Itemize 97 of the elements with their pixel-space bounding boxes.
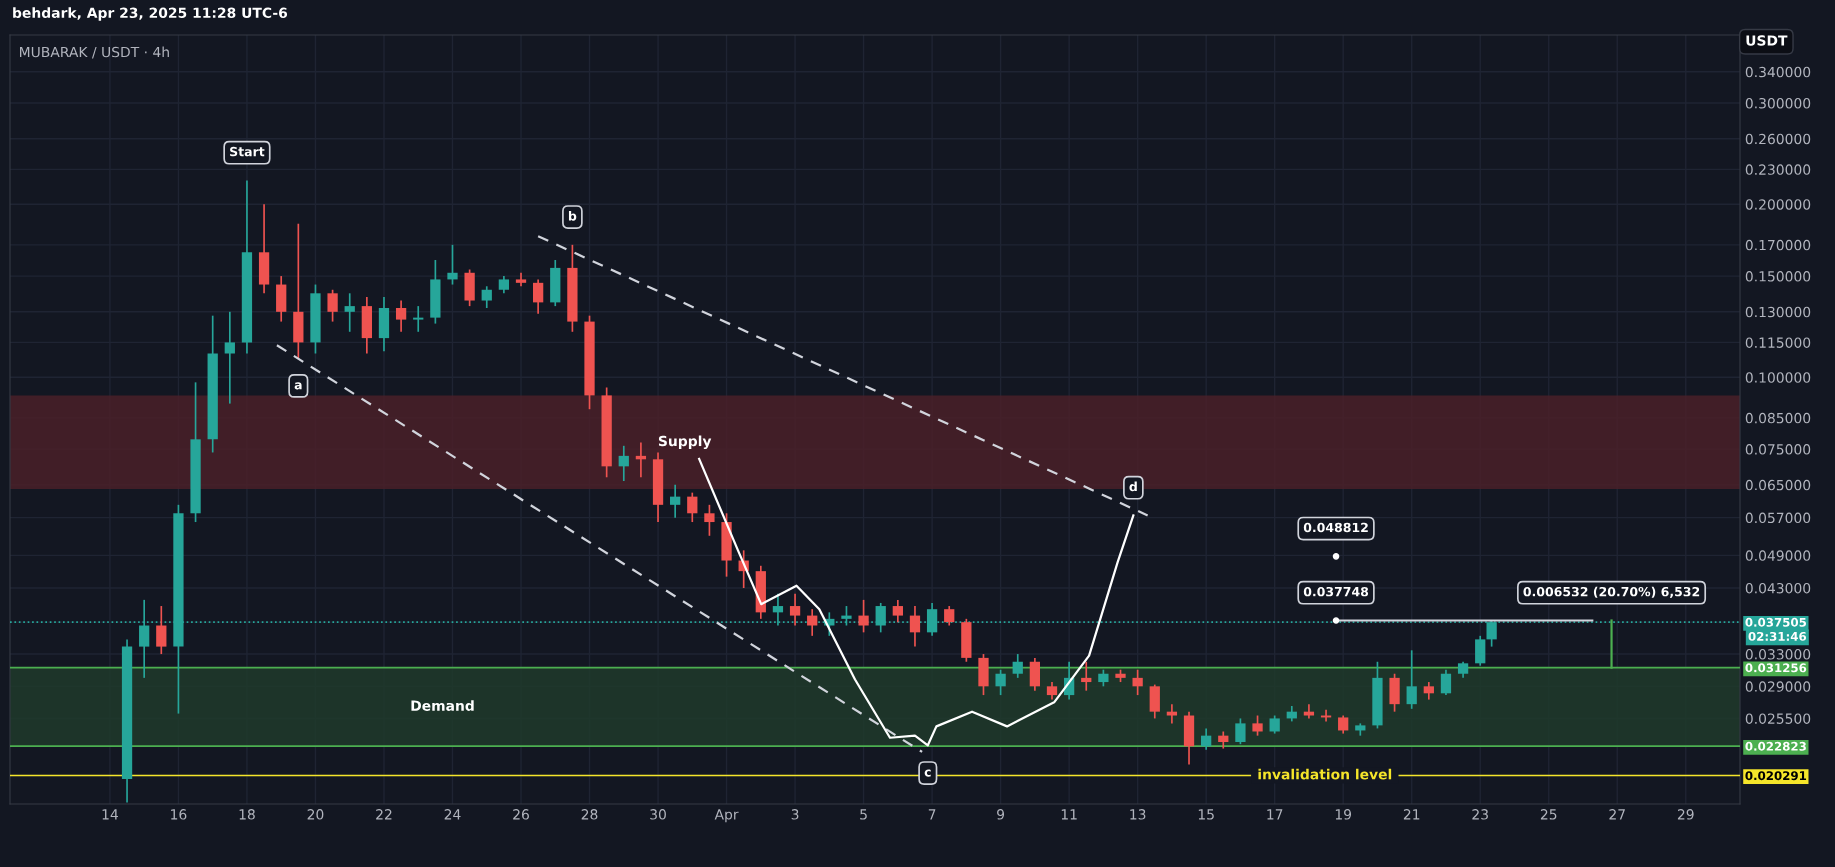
annotation: 0.037748 (1303, 586, 1369, 597)
candlestick (1081, 660, 1092, 692)
candlestick (1235, 717, 1246, 746)
y-tick-label: 0.260000 (1745, 133, 1811, 145)
annotation: d (1129, 481, 1137, 492)
candlestick (1475, 635, 1486, 667)
y-tick-label: 0.085000 (1745, 412, 1811, 424)
y-tick-label: 0.130000 (1745, 306, 1811, 318)
candlestick (687, 491, 698, 523)
x-tick-label: 27 (1609, 809, 1625, 820)
y-tick-label: 0.230000 (1745, 164, 1811, 175)
y-tick-label: 0.025500 (1745, 713, 1811, 724)
x-tick-label: 13 (1130, 809, 1146, 820)
candlestick (1201, 727, 1212, 751)
y-tick-label: 0.043000 (1745, 582, 1811, 594)
x-tick-label: 24 (444, 809, 461, 820)
candlestick (858, 599, 869, 634)
y-tick-label: 0.340000 (1745, 66, 1811, 78)
candlestick (395, 299, 407, 333)
y-tick-label: 0.065000 (1745, 479, 1811, 491)
candlestick (156, 605, 167, 655)
annotation: 0.006532 (20.70%) 6,532 (1523, 586, 1700, 598)
y-tick-label: 0.029000 (1745, 681, 1811, 692)
candlestick (1166, 703, 1178, 725)
candlestick (704, 503, 715, 537)
x-tick-label: 17 (1267, 809, 1283, 820)
y-tick-label: 0.100000 (1745, 372, 1811, 383)
line-series (698, 457, 1135, 747)
x-tick-label: 30 (650, 809, 666, 820)
candlestick (139, 599, 150, 679)
x-tick-label: 15 (1198, 809, 1214, 820)
y-tick-label: 0.022823 (1745, 741, 1806, 751)
y-axis-title: USDT (1746, 35, 1788, 46)
y-tick-label: 0.200000 (1745, 199, 1811, 210)
y-tick-label: 0.300000 (1745, 98, 1811, 109)
chart-title: behdark, Apr 23, 2025 11:28 UTC-6 (13, 7, 288, 21)
candlestick (1338, 714, 1349, 735)
x-tick-label: 16 (171, 809, 187, 820)
candlestick (1269, 714, 1280, 735)
candlestick (327, 288, 338, 323)
annotation: c (924, 769, 931, 777)
y-tick-label: 0.037505 (1745, 617, 1807, 627)
candlestick (909, 605, 921, 648)
candlestick (413, 305, 424, 333)
x-tick-label: 20 (307, 809, 324, 820)
y-tick-label: 0.020291 (1745, 771, 1807, 781)
x-tick-label: 22 (376, 809, 392, 820)
x-tick-label: 5 (860, 809, 867, 820)
candlestick (892, 599, 903, 623)
x-tick-label: 26 (513, 809, 529, 820)
candlestick (1440, 668, 1452, 696)
candlestick (944, 605, 955, 627)
candlestick (875, 602, 886, 634)
y-tick-label: 0.170000 (1745, 239, 1811, 251)
y-tick-label: 0.031256 (1745, 663, 1807, 673)
annotation: a (294, 382, 302, 390)
text: 02:31:46 (1748, 631, 1807, 641)
candlestick (224, 310, 235, 405)
x-tick-label: 9 (997, 809, 1005, 820)
y-tick-label: 0.075000 (1745, 444, 1811, 455)
x-tick-label: 28 (581, 809, 598, 820)
candlestick (670, 484, 681, 519)
candlestick (807, 608, 818, 637)
y-tick-label: 0.049000 (1745, 550, 1811, 561)
candlestick (1252, 714, 1263, 737)
x-tick-label: 7 (928, 809, 936, 820)
x-tick-label: 29 (1677, 809, 1694, 820)
annotation: b (568, 211, 577, 221)
x-tick-label: 18 (239, 809, 255, 820)
ref-line-label: invalidation level (1258, 768, 1392, 780)
band-label: Supply (658, 435, 712, 450)
annotation: 0.048812 (1303, 522, 1368, 533)
band-label: Demand (411, 700, 474, 711)
candlestick (481, 285, 492, 309)
x-tick-label: 21 (1403, 809, 1420, 820)
y-tick-label: 0.150000 (1745, 271, 1811, 282)
candlestick (533, 278, 544, 315)
candlestick (789, 593, 801, 627)
candlestick (344, 292, 355, 333)
y-tick-label: 0.057000 (1745, 512, 1811, 524)
x-tick-label: 25 (1540, 809, 1557, 820)
candlestick (618, 444, 629, 482)
y-tick-label: 0.115000 (1745, 337, 1811, 348)
x-tick-label: 11 (1061, 809, 1077, 820)
text: MUBARAK / USDT · 4h (20, 46, 169, 59)
x-tick-label: 3 (791, 809, 799, 820)
x-tick-label: 19 (1335, 809, 1352, 820)
candlestick (447, 244, 458, 286)
candlestick (995, 668, 1006, 696)
x-tick-label: 14 (102, 809, 118, 820)
candlestick (1132, 668, 1143, 696)
candlestick (1012, 653, 1023, 679)
annotation: Start (230, 146, 265, 157)
x-tick-label: Apr (714, 809, 739, 823)
x-tick-label: 23 (1472, 809, 1488, 820)
y-tick-label: 0.033000 (1745, 649, 1811, 660)
candlestick (1406, 649, 1417, 710)
